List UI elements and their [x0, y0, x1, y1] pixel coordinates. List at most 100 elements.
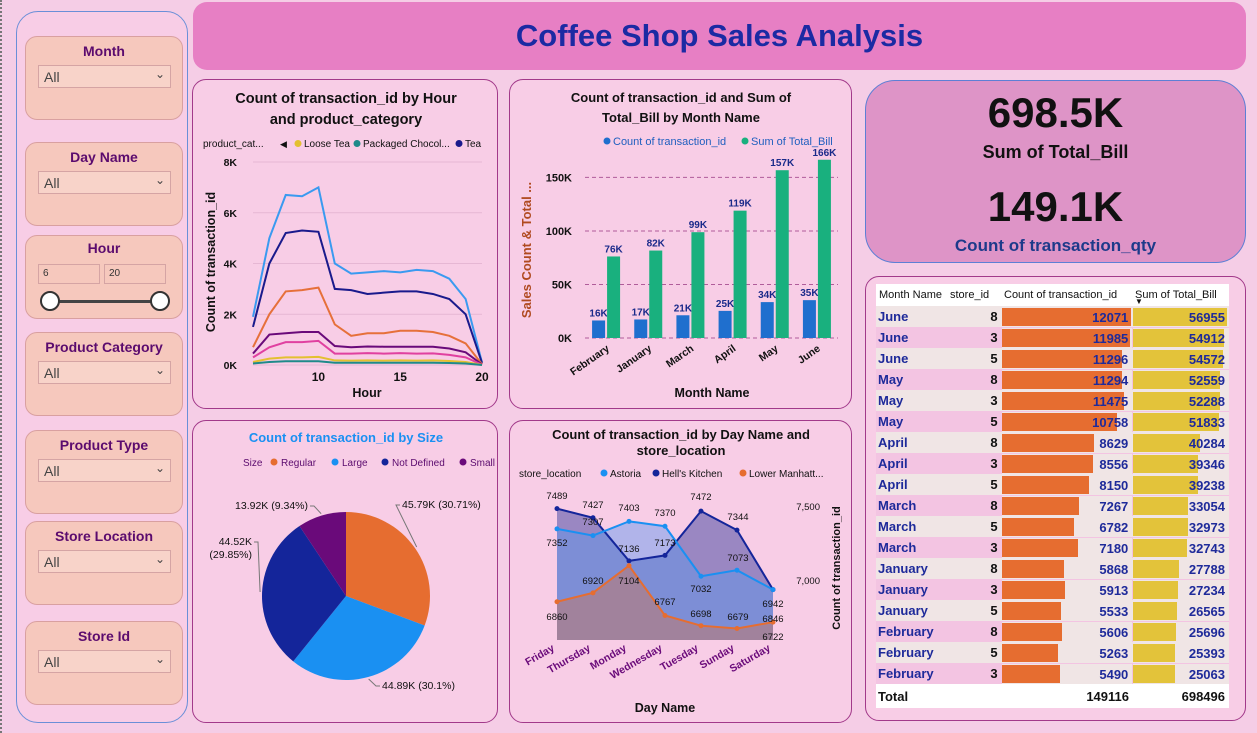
day-point[interactable] [590, 533, 596, 539]
day-area-0[interactable] [557, 521, 773, 640]
table-row[interactable]: June 3 11985 54912 [876, 327, 1229, 348]
header-store-id[interactable]: store_id [950, 289, 990, 301]
month-bar-bill[interactable] [775, 170, 789, 338]
day-point[interactable] [554, 526, 560, 532]
day-point[interactable] [590, 515, 596, 521]
pie-slice-small[interactable] [299, 512, 346, 596]
hour-series-line-2[interactable] [252, 286, 483, 365]
table-row[interactable]: February 8 5606 25696 [876, 621, 1229, 642]
bill-value: 25696 [1188, 624, 1225, 640]
table-row[interactable]: April 5 8150 39238 [876, 474, 1229, 495]
day-point[interactable] [770, 587, 776, 593]
hour-slider-track[interactable] [48, 300, 160, 303]
table-row[interactable]: April 3 8556 39346 [876, 453, 1229, 474]
table-row[interactable]: June 8 12071 56955 [876, 306, 1229, 327]
table-row[interactable]: May 8 11294 52559 [876, 369, 1229, 390]
month-bar-count[interactable] [718, 310, 732, 338]
legend-scroll-left-icon[interactable]: ◀ [280, 139, 287, 149]
hour-max-input[interactable]: 20 [104, 264, 166, 284]
hour-series-line-1[interactable] [252, 229, 483, 364]
pie-data-label: 44.89K (30.1%) [382, 680, 455, 692]
day-point[interactable] [662, 523, 668, 529]
count-value: 8150 [1099, 477, 1129, 493]
hour-x-tick: 20 [475, 370, 489, 384]
month-bar-count[interactable] [592, 320, 606, 338]
month-bar-bill[interactable] [733, 210, 747, 338]
product-type-dropdown[interactable]: All ⌄ [38, 459, 171, 482]
header-count[interactable]: Count of transaction_id [1004, 289, 1118, 301]
day-point[interactable] [626, 518, 632, 524]
hour-series-line-3[interactable] [252, 331, 483, 366]
hour-y-tick: 2K [224, 309, 238, 321]
month-bar-count[interactable] [634, 319, 648, 338]
day-area-1[interactable] [557, 508, 773, 640]
day-point[interactable] [734, 567, 740, 573]
header-total-bill[interactable]: Sum of Total_Bill ▼ [1135, 284, 1229, 306]
cell-count: 10758 [1001, 411, 1133, 432]
cell-count: 5490 [1001, 663, 1133, 684]
month-bar-count[interactable] [760, 302, 774, 338]
table-row[interactable]: February 3 5490 25063 [876, 663, 1229, 684]
count-value: 12071 [1092, 309, 1129, 325]
summary-table: Month Name store_id Count of transaction… [876, 284, 1229, 708]
day-point[interactable] [626, 558, 632, 564]
table-row[interactable]: March 3 7180 32743 [876, 537, 1229, 558]
month-bar-bill[interactable] [607, 256, 621, 338]
day-area-2[interactable] [557, 565, 773, 640]
product-category-dropdown[interactable]: All ⌄ [38, 361, 171, 384]
pie-slice-large[interactable] [293, 596, 425, 681]
table-row[interactable]: March 5 6782 32973 [876, 516, 1229, 537]
month-dropdown[interactable]: All ⌄ [38, 65, 171, 88]
cell-store-id: 8 [990, 435, 998, 450]
table-row[interactable]: February 5 5263 25393 [876, 642, 1229, 663]
pie-slice-not-defined[interactable] [261, 526, 346, 662]
header-month[interactable]: Month Name [879, 289, 942, 301]
day-point[interactable] [554, 599, 560, 605]
month-bar-bill[interactable] [649, 250, 663, 338]
day-point[interactable] [626, 563, 632, 569]
month-bar-count[interactable] [676, 315, 690, 338]
day-point[interactable] [698, 508, 704, 514]
bill-databar [1133, 559, 1180, 578]
day-point[interactable] [554, 506, 560, 512]
count-value: 11985 [1092, 330, 1129, 346]
store-location-dropdown[interactable]: All ⌄ [38, 550, 171, 573]
bill-databar [1133, 622, 1176, 641]
table-row[interactable]: May 5 10758 51833 [876, 411, 1229, 432]
cell-store-id: 5 [990, 414, 998, 429]
table-row[interactable]: January 3 5913 27234 [876, 579, 1229, 600]
month-bar-bill[interactable] [691, 232, 705, 338]
hour-series-line-0[interactable] [252, 185, 483, 363]
table-row[interactable]: April 8 8629 40284 [876, 432, 1229, 453]
month-bar-bill[interactable] [817, 159, 831, 338]
day-point[interactable] [698, 623, 704, 629]
day-point[interactable] [734, 527, 740, 533]
bill-databar [1133, 412, 1219, 431]
sort-desc-icon[interactable]: ▼ [1135, 297, 1143, 306]
cell-count: 6782 [1001, 516, 1133, 537]
day-point[interactable] [698, 573, 704, 579]
hour-series-line-6[interactable] [252, 360, 483, 366]
table-row[interactable]: May 3 11475 52288 [876, 390, 1229, 411]
table-row[interactable]: June 5 11296 54572 [876, 348, 1229, 369]
hour-series-line-5[interactable] [252, 355, 483, 366]
hour-min-input[interactable]: 6 [38, 264, 100, 284]
cell-count: 7180 [1001, 537, 1133, 558]
bill-databar [1133, 454, 1199, 473]
day-point[interactable] [734, 626, 740, 632]
hour-series-line-4[interactable] [252, 339, 483, 366]
hour-slider-max-handle[interactable] [150, 291, 170, 311]
day-point[interactable] [662, 552, 668, 558]
day-name-dropdown[interactable]: All ⌄ [38, 171, 171, 194]
table-row[interactable]: January 5 5533 26565 [876, 600, 1229, 621]
pie-slice-regular[interactable] [346, 512, 431, 626]
day-point[interactable] [590, 590, 596, 596]
table-row[interactable]: January 8 5868 27788 [876, 558, 1229, 579]
day-point[interactable] [662, 612, 668, 618]
hour-y-tick: 8K [224, 157, 238, 169]
table-row[interactable]: March 8 7267 33054 [876, 495, 1229, 516]
store-id-dropdown[interactable]: All ⌄ [38, 650, 171, 673]
hour-slider-min-handle[interactable] [40, 291, 60, 311]
month-bar-count[interactable] [802, 300, 816, 338]
day-point[interactable] [770, 619, 776, 625]
